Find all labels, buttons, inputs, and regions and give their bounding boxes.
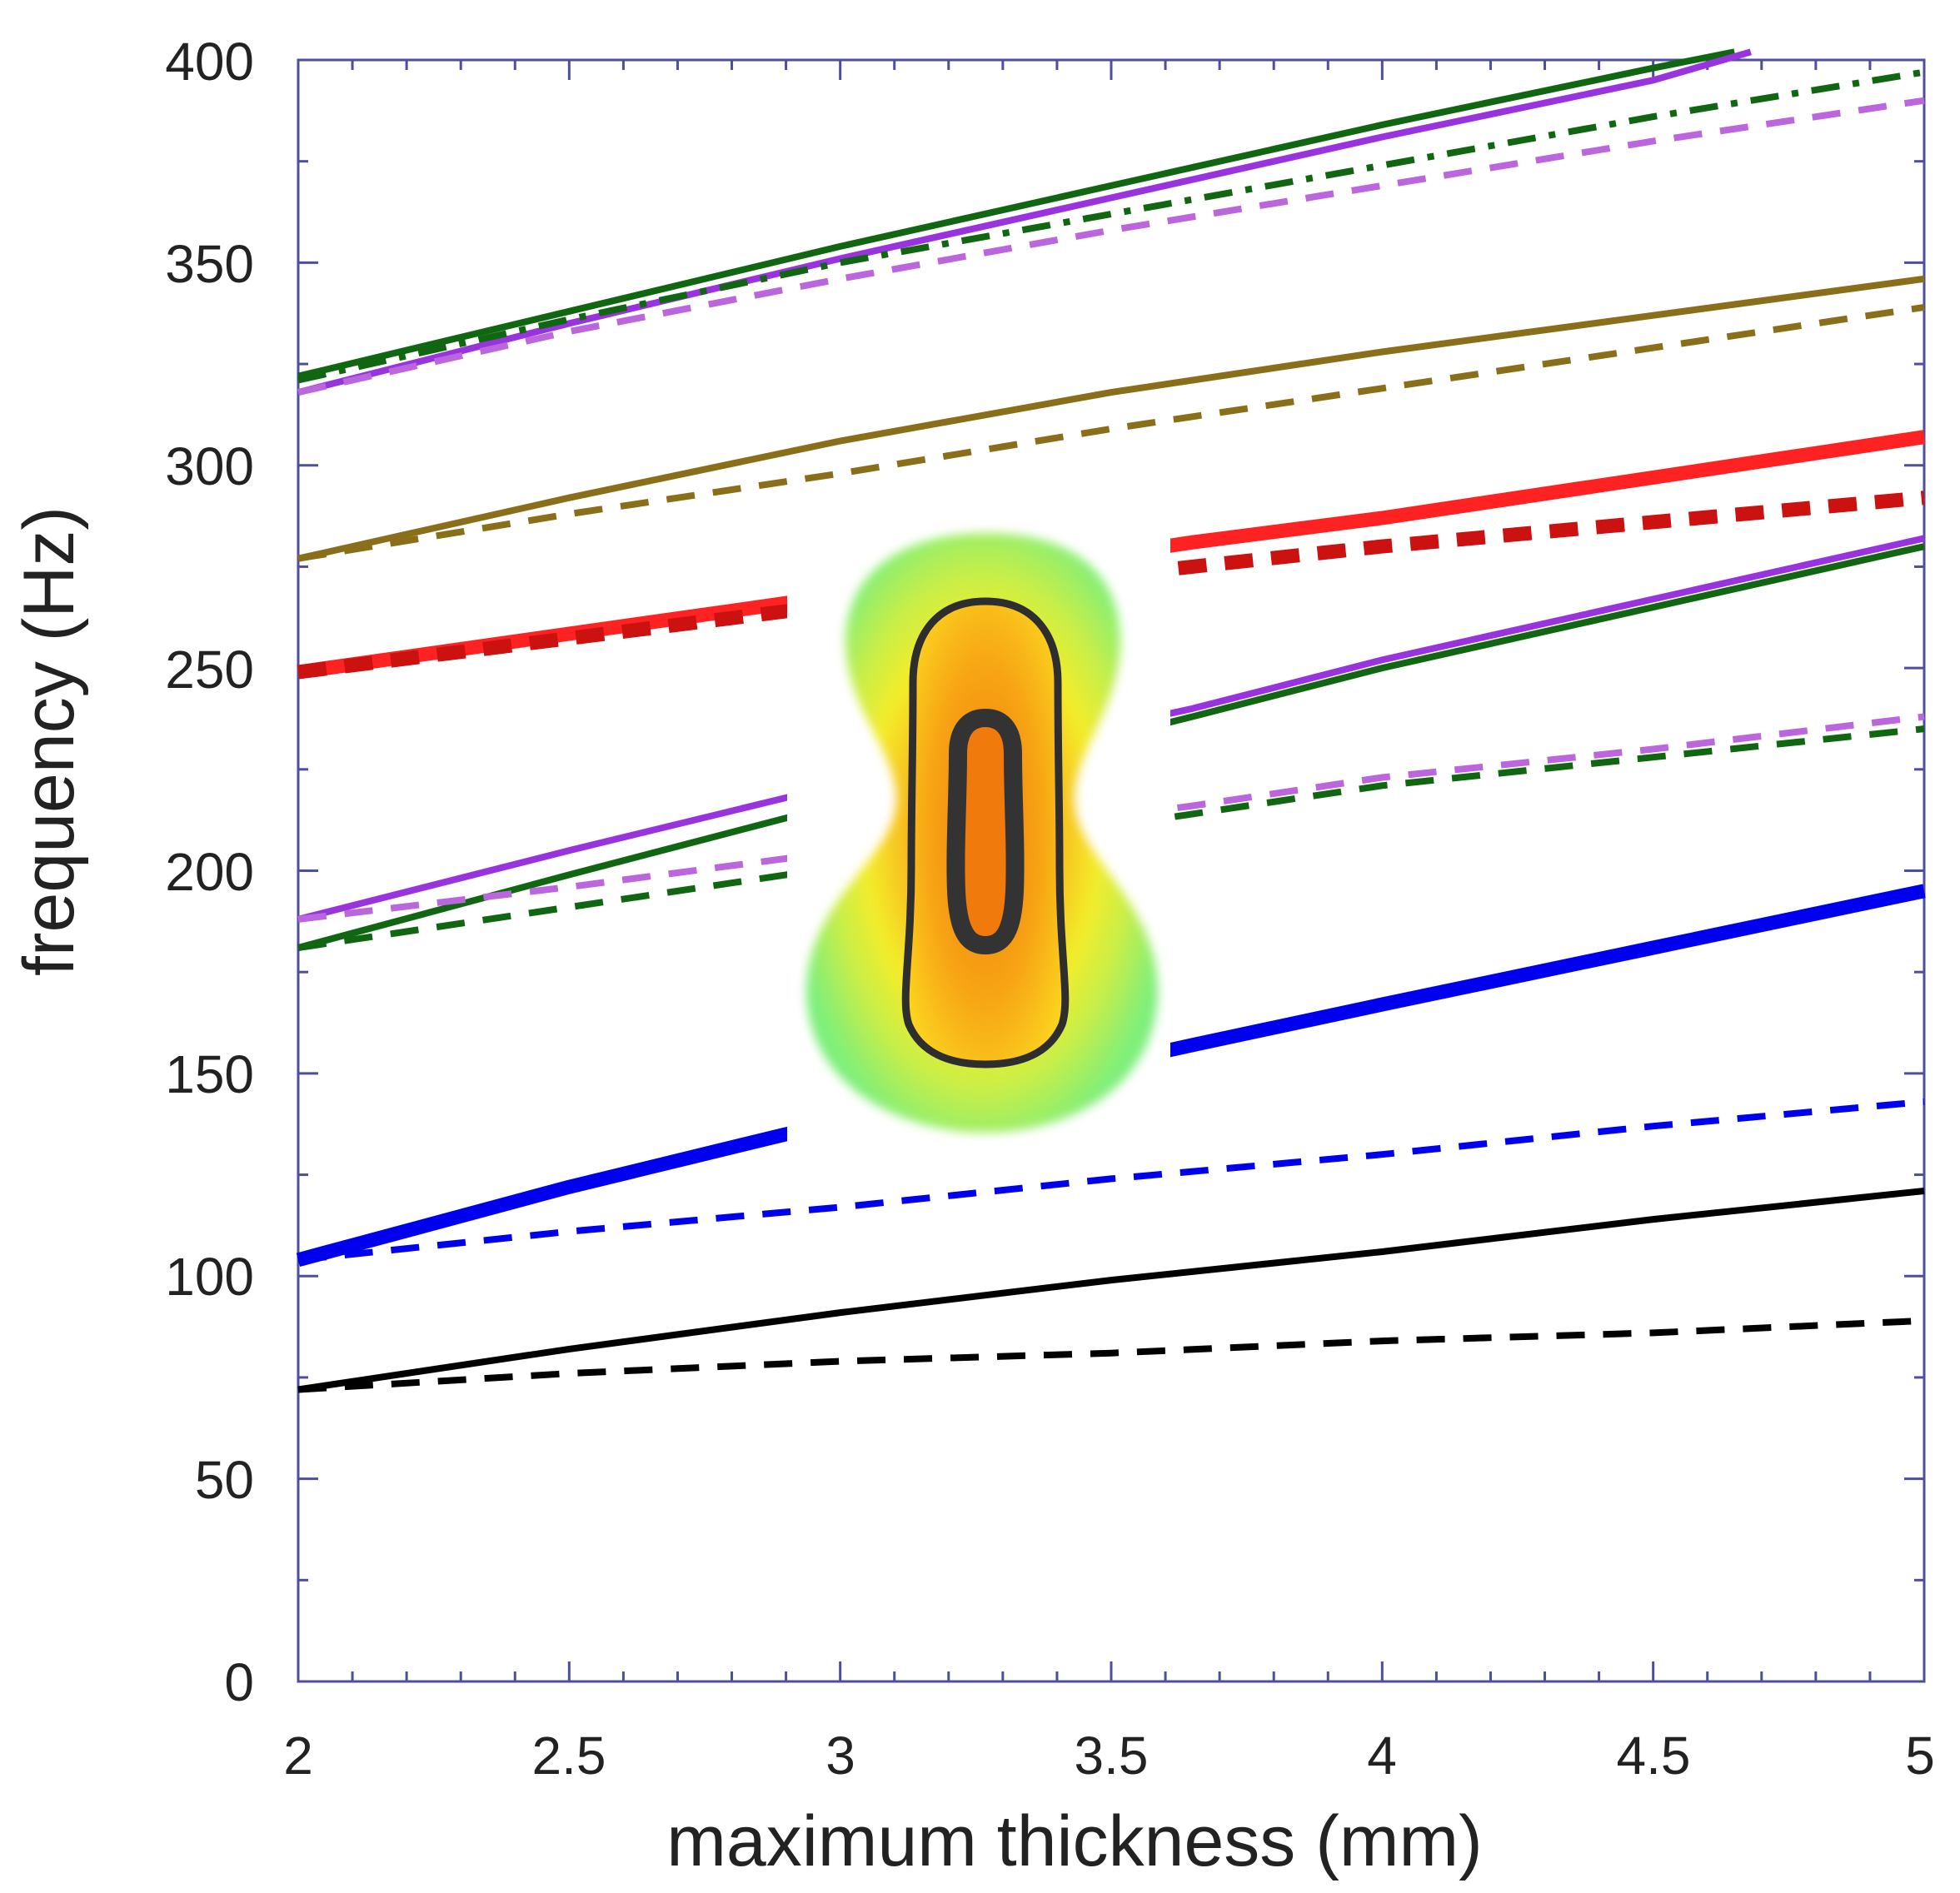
series-line-mode-2-solid: [296, 884, 1926, 1268]
y-axis-title: frequency (Hz): [9, 506, 89, 976]
x-tick-labels: 2 2.5 3 3.5 4 4.5 5: [283, 1726, 1935, 1786]
series-line-mode-1-dashed: [297, 1317, 1925, 1393]
y-tick-label: 300: [165, 436, 254, 496]
series-line-mode-5-olive-dashed: [297, 303, 1925, 562]
series-line-mode-3-purple-dashed: [297, 713, 1925, 923]
series-line-mode-1-solid: [297, 1188, 1925, 1393]
x-tick-label: 3: [825, 1726, 855, 1786]
series-line-mode-6-green-solid: [297, 48, 1736, 380]
x-tick-label: 5: [1905, 1726, 1935, 1786]
series-line-mode-4-red-dashed: [297, 491, 1925, 680]
x-tick-label: 4: [1367, 1726, 1397, 1786]
y-tick-label: 200: [165, 842, 254, 902]
x-tick-label: 3.5: [1075, 1726, 1149, 1786]
x-tick-label: 2.5: [532, 1726, 606, 1786]
x-tick-label: 2: [283, 1726, 313, 1786]
series-layer: [296, 48, 1926, 1393]
y-tick-label: 350: [165, 234, 254, 294]
series-line-mode-6-purple-dashed: [297, 97, 1925, 396]
series-line-mode-4-red-solid: [297, 430, 1926, 680]
y-tick-label: 0: [224, 1652, 254, 1712]
series-line-mode-6-green-dashed: [297, 68, 1925, 384]
x-tick-label: 4.5: [1617, 1726, 1691, 1786]
series-line-mode-3-green-solid: [297, 543, 1925, 951]
y-tick-label: 400: [165, 32, 254, 92]
y-tick-label: 150: [165, 1044, 254, 1104]
series-line-mode-3-purple-solid: [297, 535, 1925, 923]
y-tick-label: 100: [165, 1247, 254, 1307]
series-line-mode-2-dashed: [297, 1098, 1925, 1263]
axis-ticks: [297, 58, 1926, 1683]
series-line-mode-6-purple-solid: [297, 48, 1752, 396]
thickness-map-inset: [787, 516, 1170, 1149]
contour-inner: [946, 708, 1025, 955]
y-tick-labels: 0 50 100 150 200 250 300 350 400: [165, 32, 254, 1712]
x-axis-title: maximum thickness (mm): [666, 1801, 1483, 1881]
series-line-mode-5-olive-solid: [297, 275, 1925, 562]
series-line-mode-3-green-dashed: [297, 725, 1925, 951]
y-tick-label: 250: [165, 640, 254, 700]
y-tick-label: 50: [195, 1450, 254, 1510]
